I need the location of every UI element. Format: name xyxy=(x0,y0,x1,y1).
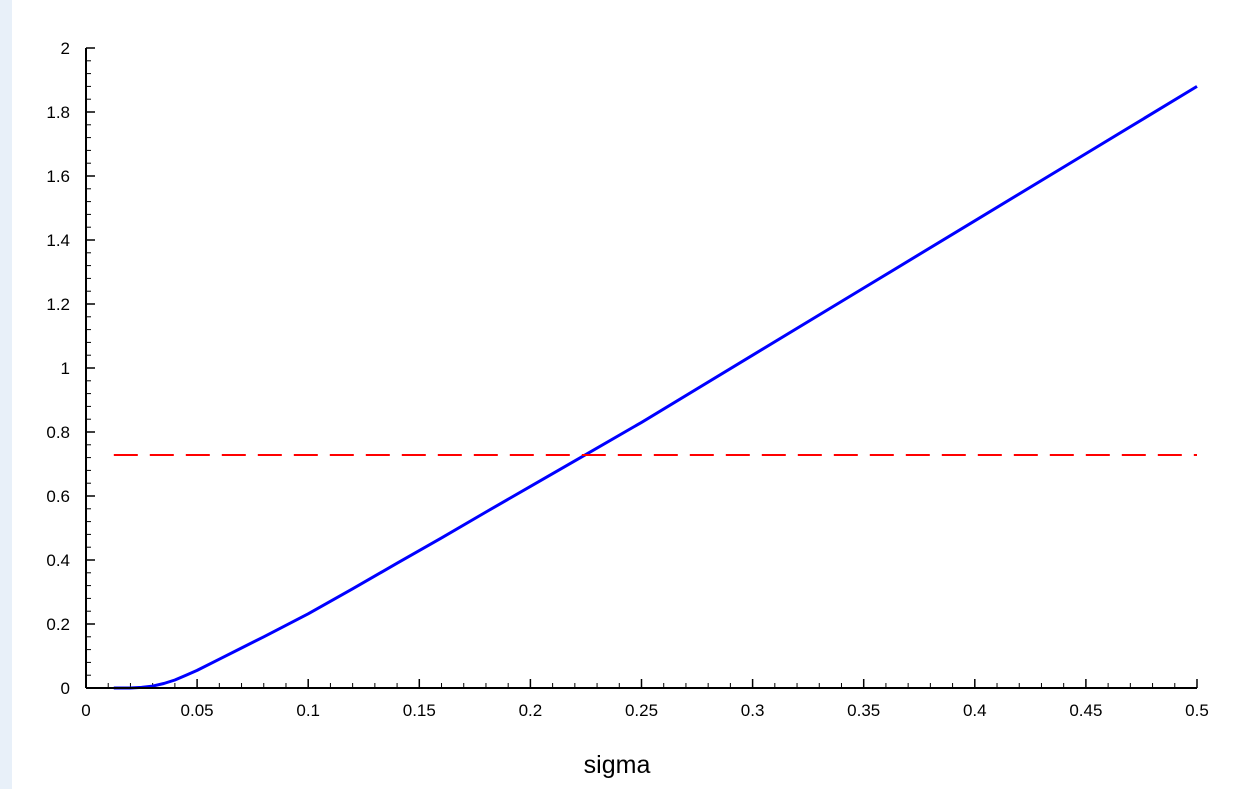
y-tick-label: 1.4 xyxy=(46,231,70,250)
x-tick-label: 0.3 xyxy=(741,701,765,720)
x-tick-label: 0.25 xyxy=(625,701,658,720)
y-tick-label: 1.8 xyxy=(46,103,70,122)
x-tick-label: 0.1 xyxy=(296,701,320,720)
y-tick-label: 0.8 xyxy=(46,423,70,442)
x-tick-label: 0.05 xyxy=(181,701,214,720)
y-tick-label: 0.4 xyxy=(46,551,70,570)
y-tick-label: 1.6 xyxy=(46,167,70,186)
x-tick-label: 0.15 xyxy=(403,701,436,720)
x-axis-title: sigma xyxy=(584,751,651,779)
tick-labels-layer: 0 0.05 0.1 0.15 0.2 0.25 0.3 0.35 0.4 0.45 0.5 0 0.2… xyxy=(46,39,1208,720)
y-tick-label: 0.2 xyxy=(46,615,70,634)
y-tick-label: 1.2 xyxy=(46,295,70,314)
axes-layer xyxy=(85,48,1197,689)
x-tick-label: 0.2 xyxy=(519,701,543,720)
y-tick-label: 1 xyxy=(61,359,70,378)
plot-background xyxy=(12,0,1243,789)
series-layer xyxy=(113,85,1198,690)
x-tick-label: 0.35 xyxy=(847,701,880,720)
curve-series xyxy=(113,85,1198,690)
x-tick-label: 0 xyxy=(81,701,90,720)
x-tick-label: 0.4 xyxy=(963,701,987,720)
y-tick-label: 2 xyxy=(61,39,70,58)
x-tick-label: 0.5 xyxy=(1185,701,1209,720)
y-tick-label: 0.6 xyxy=(46,487,70,506)
y-tick-label: 0 xyxy=(61,679,70,698)
x-tick-label: 0.45 xyxy=(1069,701,1102,720)
